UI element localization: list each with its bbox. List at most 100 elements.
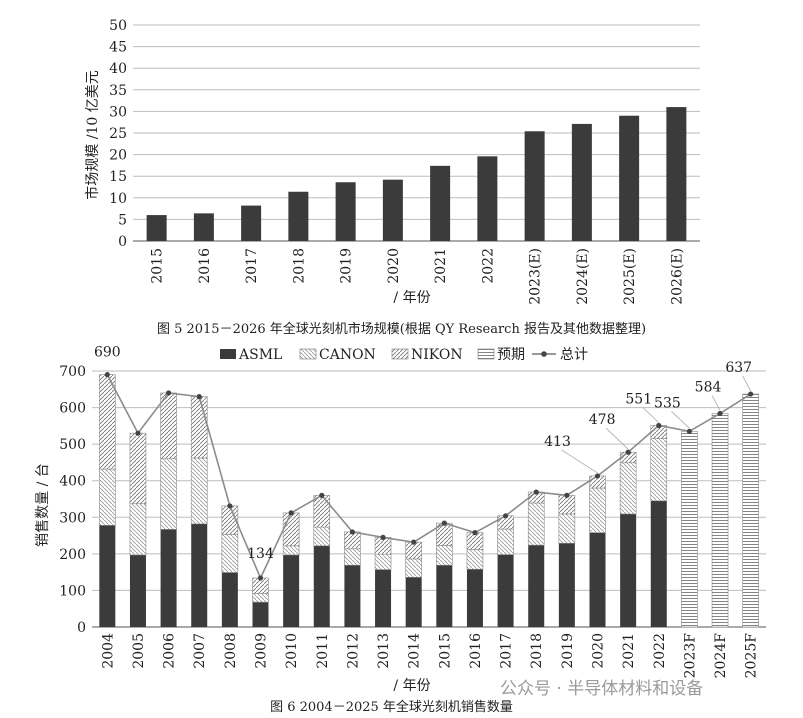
chart2-total-point [717,410,723,417]
legend-swatch-expected [477,348,495,360]
chart2-xtick-label: 2013 [376,633,392,669]
chart1-bar [571,123,592,241]
chart2-total-point [104,372,110,378]
chart2-xtick-label: 2012 [345,633,361,669]
chart2-ytick-label: 100 [59,583,86,599]
chart2-xtick-label: 2009 [254,633,270,669]
chart1-bar [524,131,545,241]
legend-label-canon: CANON [319,347,376,363]
chart2-bar-canon [466,549,484,570]
chart1-xtick-label: 2020 [386,248,402,284]
chart2-total-point [686,428,693,434]
chart1-ylabel: 市场规模 /10 亿美元 [84,70,101,199]
chart2-bar-canon [344,548,361,566]
chart2-xlabel: / 年份 [393,678,430,694]
chart2-xtick-label: 2023F [682,633,698,679]
chart2-data-label-leader [642,407,660,423]
chart2-total-point [472,530,478,536]
chart2-xtick-label: 2011 [315,633,331,669]
chart2-data-label-leader [742,375,752,392]
chart1-bar [335,182,356,241]
chart2-bar-canon [160,458,177,530]
chart1-xtick-label: 2018 [291,248,307,284]
chart2-bar-canon [252,593,269,603]
chart2-total-point [196,394,202,400]
legend-swatch-asml [220,349,236,359]
chart2-bar-asml [191,523,208,627]
chart2-bar-canon [650,438,668,502]
chart2-bar-asml [99,525,116,627]
chart2-xtick-label: 2010 [284,633,300,669]
chart2-bar-asml [650,500,667,627]
chart2-bar-expected [742,393,759,628]
chart2-data-label: 584 [695,379,722,395]
chart2-total-point [625,449,631,455]
watermark-text: 公众号 · 半导体材料和设备 [500,679,704,699]
legend-swatch-nikon [391,348,409,360]
chart1-ytick-label: 25 [109,126,127,142]
chart2-bar-nikon [282,512,300,547]
chart2-data-label: 134 [247,546,274,562]
chart2-xtick-label: 2019 [560,633,576,669]
chart1-bar [146,215,167,241]
chart1-bar [288,191,309,241]
chart2-total-point [288,510,294,516]
chart2-bar-nikon [129,432,147,505]
chart2-total-point [656,422,662,429]
chart1-ytick-label: 5 [118,212,127,228]
chart1-xtick-label: 2019 [339,248,355,284]
chart2-xtick-label: 2008 [223,633,239,669]
chart2-bar-canon [221,534,239,573]
chart2-bar-canon [436,545,453,566]
legend-label-asml: ASML [238,347,282,363]
chart2-bar-canon [190,457,208,525]
chart2-data-label: 478 [589,412,616,428]
legend-label-nikon: NIKON [411,347,463,363]
chart2-total-point [411,539,417,545]
chart2-bar-nikon [190,396,208,459]
chart2-total-point [380,534,386,541]
chart2-xtick-label: 2021 [621,633,637,669]
chart2-data-label-leader [711,395,721,411]
chart2-legend: ASML CANON NIKON 预期 总计 [220,347,588,363]
chart2-bar-asml [589,532,606,627]
chart2-xtick-label: 2018 [529,633,545,669]
chart1-bar [619,115,640,241]
chart2-bar-asml [313,545,330,627]
chart1-bar [193,213,214,241]
chart2-ytick-label: 200 [59,547,86,563]
chart2-total-point [165,390,172,396]
chart2-ylabel: 销售数量 / 台 [35,463,51,547]
chart2-data-label-leader [671,411,690,429]
legend-label-expected: 预期 [497,347,525,363]
chart2-data-label: 413 [544,434,571,450]
chart2-ytick-label: 600 [59,401,86,417]
chart1-ytick-label: 15 [109,169,127,185]
chart1-xlabel: / 年份 [393,290,430,306]
chart2-bar-canon [313,526,331,547]
chart2-xtick-label: 2014 [407,633,423,669]
chart1-bar [430,165,451,241]
chart2-bar-asml [283,554,300,627]
chart2-total-point [441,520,447,526]
chart1-ytick-label: 0 [118,234,127,250]
legend-swatch-canon [299,348,317,360]
chart2-bar-nikon [558,495,576,515]
chart2-total-point [227,503,233,509]
chart1-ytick-label: 45 [109,40,127,56]
chart2-ytick-label: 300 [59,510,86,526]
chart2-bar-canon [374,553,392,570]
chart2-bar-canon [619,462,637,515]
chart2-total-point [533,489,539,495]
chart2-title: 图 6 2004－2025 年全球光刻机销售数量 [270,700,513,715]
chart1-bar [477,156,498,241]
chart2-bar-asml [344,565,361,627]
chart2-bar-canon [527,502,545,546]
chart2-total-line [106,374,752,580]
chart1-xtick-label: 2024(E) [575,248,591,305]
chart2-bar-canon [558,513,576,544]
chart2-bar-canon [282,545,300,556]
chart1-bar [382,179,403,241]
chart2-total-point [748,391,754,397]
chart2-bar-asml [528,545,545,627]
